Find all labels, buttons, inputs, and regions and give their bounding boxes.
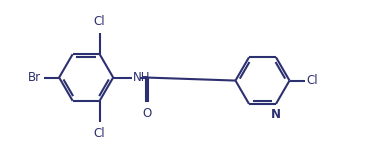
- Text: O: O: [142, 107, 151, 120]
- Text: Br: Br: [27, 71, 41, 84]
- Text: Cl: Cl: [94, 15, 105, 28]
- Text: Cl: Cl: [94, 127, 105, 140]
- Text: N: N: [271, 108, 281, 122]
- Text: Cl: Cl: [307, 74, 318, 87]
- Text: NH: NH: [133, 71, 151, 84]
